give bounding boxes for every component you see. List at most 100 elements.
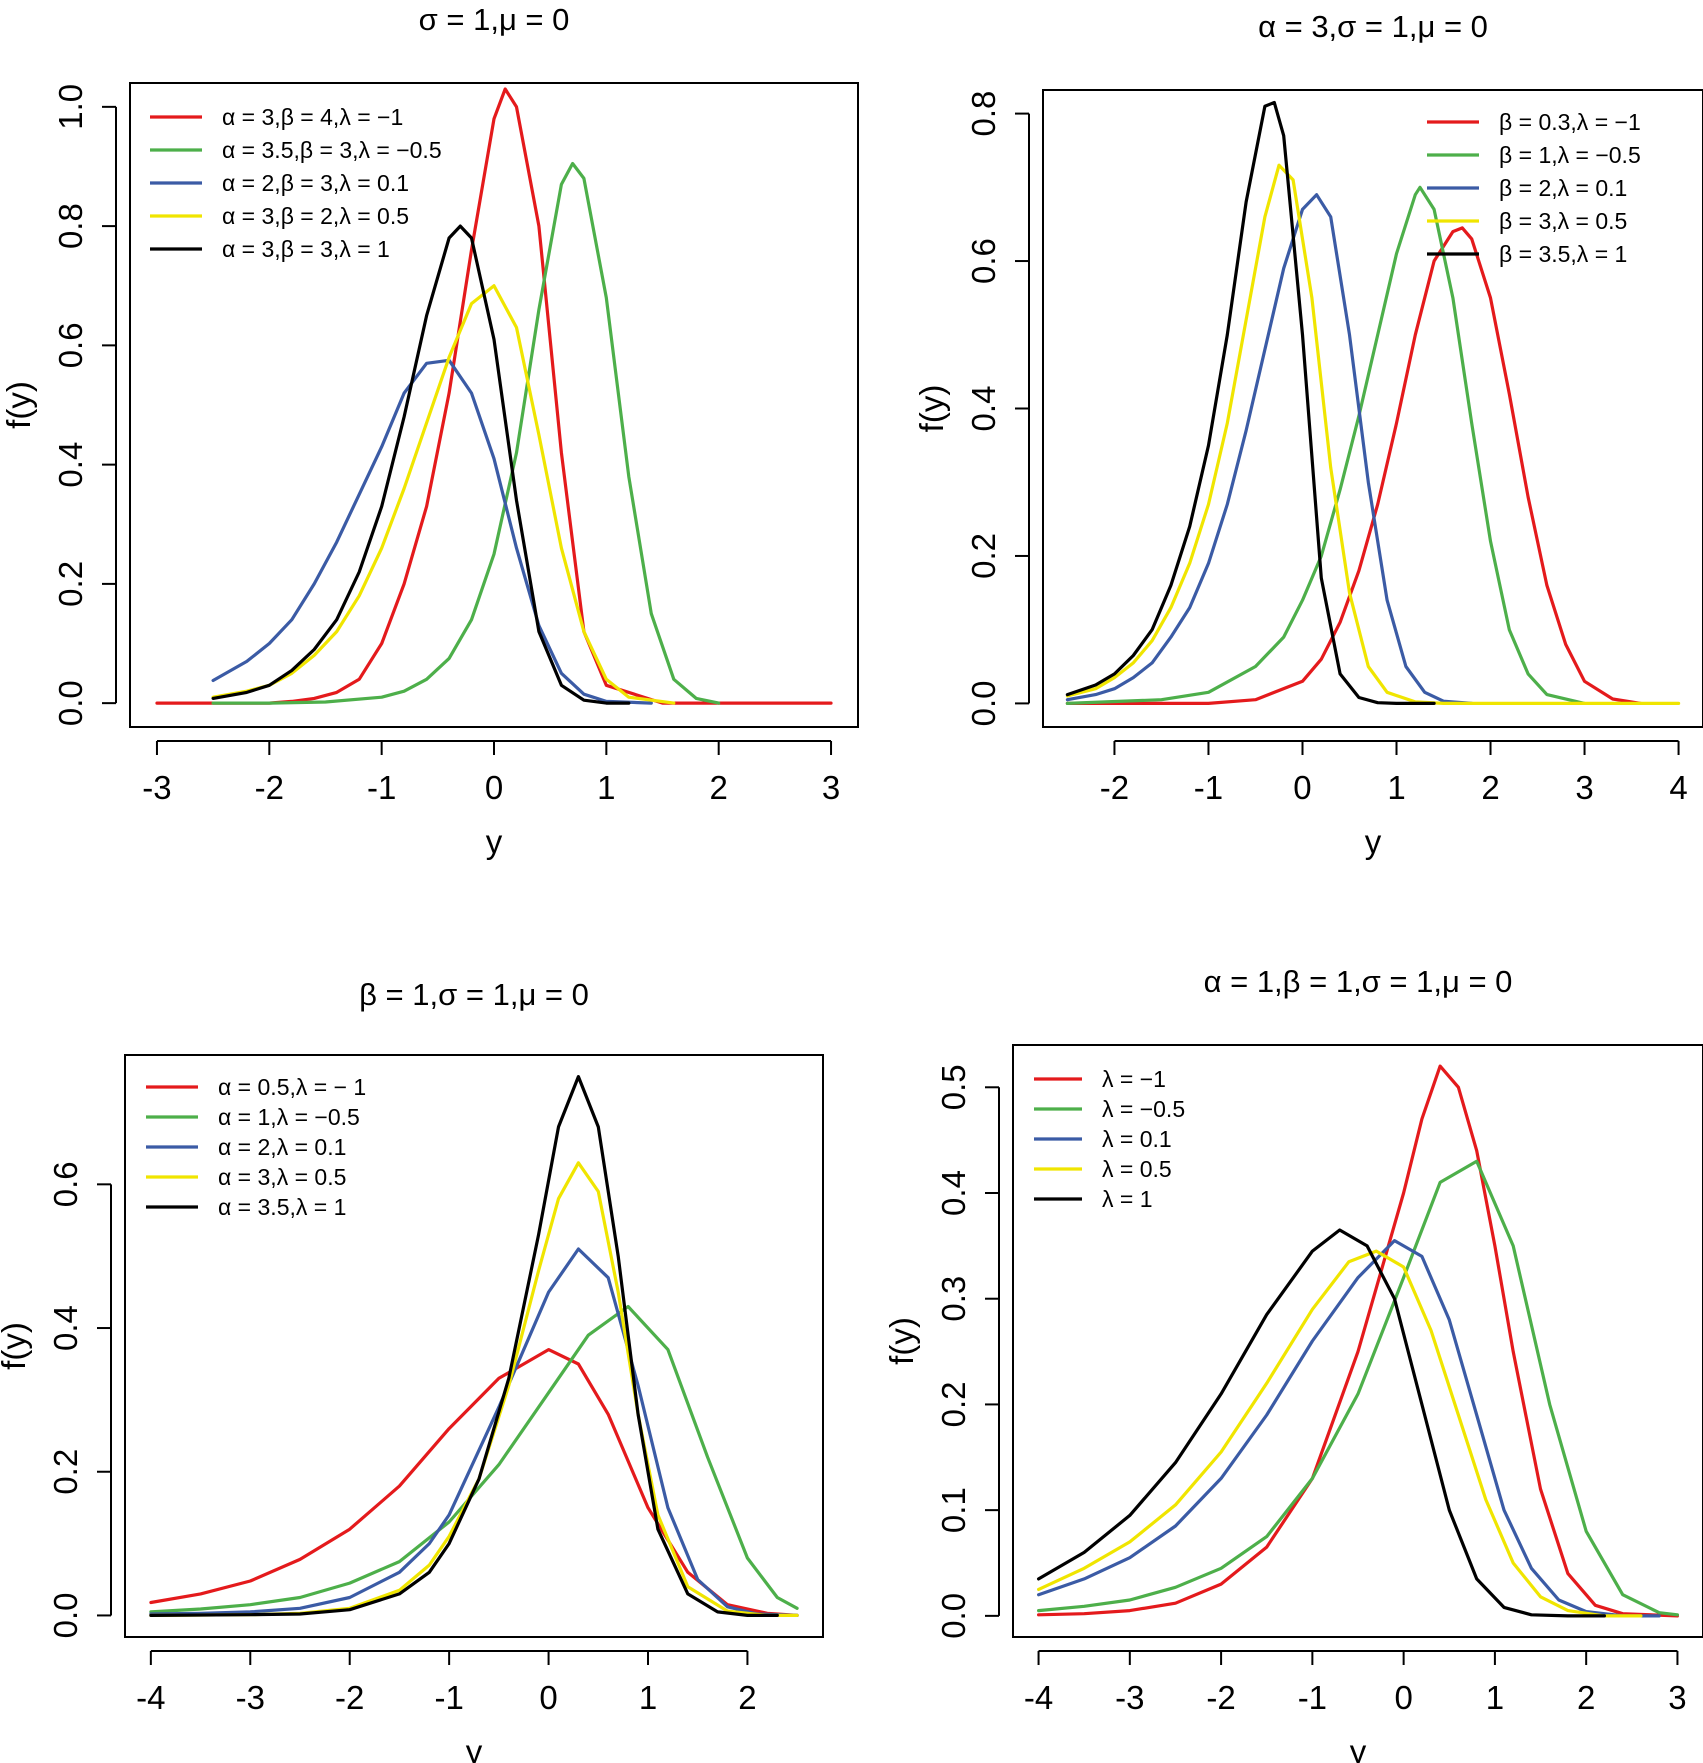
y-tick-label: 0.1 xyxy=(935,1487,972,1533)
series-line-3 xyxy=(149,1247,799,1618)
x-tick-label: -1 xyxy=(1194,769,1223,806)
series-line-3 xyxy=(211,358,653,705)
panel-2: α = 3,σ = 1,μ = 0-2 -1 0 1 2 3 4y0.00.20.40.60… xyxy=(913,9,1703,860)
legend: α = 3,β = 4,λ = −1 α = 3.5,β = 3,λ = −0.5… xyxy=(150,104,442,262)
legend-label: β = 0.3,λ = −1 xyxy=(1499,109,1641,135)
x-tick-label: 4 xyxy=(1669,769,1687,806)
x-tick-label: -1 xyxy=(434,1679,463,1716)
y-axis: 0.0 0.2 0.4 0.6 f(y) xyxy=(0,1161,112,1639)
y-tick-label: 0.2 xyxy=(965,533,1002,579)
x-tick-label: 0 xyxy=(485,769,503,806)
y-tick-label: 0.0 xyxy=(935,1593,972,1639)
x-tick-label: 1 xyxy=(1486,1679,1504,1716)
x-tick-label: -2 xyxy=(335,1679,364,1716)
y-tick-label: 0.4 xyxy=(965,386,1002,432)
x-tick-label: -4 xyxy=(1024,1679,1053,1716)
y-tick-label: 0.4 xyxy=(935,1170,972,1216)
series-line-5 xyxy=(211,224,631,705)
series-line-2 xyxy=(1065,185,1587,706)
x-axis-label: y xyxy=(1350,1733,1367,1763)
x-axis-label: y xyxy=(466,1733,483,1763)
plot-frame xyxy=(124,1054,824,1638)
plot-frame xyxy=(129,82,859,728)
series-line-3 xyxy=(1036,1238,1661,1618)
panel-4: α = 1,β = 1,σ = 1,μ = 0-4 -3 -2 -1 0 1 2 3y0.00… xyxy=(883,964,1703,1763)
series-line-5 xyxy=(1036,1228,1607,1618)
y-tick-label: 0.2 xyxy=(52,561,89,607)
y-tick-label: 0.4 xyxy=(47,1305,84,1351)
y-tick-label: 0.0 xyxy=(52,680,89,726)
x-tick-label: -1 xyxy=(1298,1679,1327,1716)
series-line-5 xyxy=(1065,100,1436,706)
x-axis: -2 -1 0 1 2 3 4 y xyxy=(1100,740,1688,860)
y-tick-label: 0.3 xyxy=(935,1276,972,1322)
x-tick-label: -3 xyxy=(142,769,171,806)
y-tick-label: 1.0 xyxy=(52,84,89,130)
legend: α = 0.5,λ = − 1 α = 1,λ = −0.5 α = 2,λ = 0… xyxy=(146,1074,366,1220)
x-tick-label: -2 xyxy=(1100,769,1129,806)
y-axis: 0.0 0.2 0.4 0.6 0.8 1.0 f(y) xyxy=(0,84,117,726)
y-axis-label: f(y) xyxy=(883,1317,920,1365)
y-tick-label: 0.8 xyxy=(965,91,1002,137)
plot-frame xyxy=(1012,1044,1703,1638)
x-axis: -4 -3 -2 -1 0 1 2 y xyxy=(136,1650,757,1763)
x-tick-label: -3 xyxy=(236,1679,265,1716)
legend-label: α = 3,β = 4,λ = −1 xyxy=(222,104,403,130)
series-line-4 xyxy=(211,284,676,705)
y-tick-label: 0.2 xyxy=(935,1381,972,1427)
legend-label: λ = 1 xyxy=(1102,1186,1153,1212)
legend-label: λ = −1 xyxy=(1102,1066,1166,1092)
chart-title: σ = 1,μ = 0 xyxy=(419,2,570,37)
legend: β = 0.3,λ = −1 β = 1,λ = −0.5 β = 2,λ = 0.… xyxy=(1427,109,1641,267)
x-tick-label: 2 xyxy=(738,1679,756,1716)
series-line-2 xyxy=(1036,1159,1680,1617)
series-line-4 xyxy=(149,1161,799,1618)
plot-frame xyxy=(1042,89,1703,728)
x-tick-label: 3 xyxy=(1668,1679,1686,1716)
x-tick-label: -3 xyxy=(1115,1679,1144,1716)
x-tick-label: 1 xyxy=(639,1679,657,1716)
legend-label: β = 3.5,λ = 1 xyxy=(1499,241,1627,267)
x-tick-label: -2 xyxy=(1206,1679,1235,1716)
y-tick-label: 0.6 xyxy=(52,322,89,368)
chart-title: β = 1,σ = 1,μ = 0 xyxy=(359,977,589,1012)
y-tick-label: 0.5 xyxy=(935,1064,972,1110)
legend-label: λ = 0.5 xyxy=(1102,1156,1172,1182)
x-tick-label: 3 xyxy=(1575,769,1593,806)
chart-title: α = 1,β = 1,σ = 1,μ = 0 xyxy=(1204,964,1513,999)
series-line-5 xyxy=(149,1074,779,1618)
y-axis: 0.0 0.1 0.2 0.3 0.4 0.5 f(y) xyxy=(883,1064,1000,1639)
y-tick-label: 0.2 xyxy=(47,1449,84,1495)
series-line-2 xyxy=(149,1304,799,1614)
legend-label: α = 0.5,λ = − 1 xyxy=(218,1074,366,1100)
y-tick-label: 0.6 xyxy=(965,238,1002,284)
x-tick-label: -4 xyxy=(136,1679,165,1716)
x-axis-label: y xyxy=(1365,823,1382,860)
series-line-3 xyxy=(1065,193,1474,706)
legend-label: α = 2,λ = 0.1 xyxy=(218,1134,346,1160)
legend-label: β = 3,λ = 0.5 xyxy=(1499,208,1627,234)
legend: λ = −1 λ = −0.5 λ = 0.1 λ = 0.5 λ = 1 xyxy=(1034,1066,1185,1212)
x-axis-label: y xyxy=(486,823,503,860)
y-tick-label: 0.8 xyxy=(52,203,89,249)
y-tick-label: 0.4 xyxy=(52,442,89,488)
legend-label: λ = 0.1 xyxy=(1102,1126,1172,1152)
series-line-1 xyxy=(1065,226,1643,706)
y-axis-label: f(y) xyxy=(0,1322,32,1370)
x-tick-label: 1 xyxy=(597,769,615,806)
legend-label: β = 1,λ = −0.5 xyxy=(1499,142,1641,168)
x-tick-label: 0 xyxy=(1293,769,1311,806)
panel-3: β = 1,σ = 1,μ = 0-4 -3 -2 -1 0 1 2y0.00.20.40.… xyxy=(0,977,824,1763)
x-tick-label: 3 xyxy=(822,769,840,806)
x-tick-label: -1 xyxy=(367,769,396,806)
x-tick-label: -2 xyxy=(255,769,284,806)
y-tick-label: 0.0 xyxy=(47,1593,84,1639)
x-tick-label: 0 xyxy=(1394,1679,1412,1716)
legend-label: λ = −0.5 xyxy=(1102,1096,1185,1122)
legend-label: α = 3,λ = 0.5 xyxy=(218,1164,346,1190)
series-line-4 xyxy=(1036,1249,1643,1618)
legend-label: α = 1,λ = −0.5 xyxy=(218,1104,360,1130)
legend-label: α = 3.5,λ = 1 xyxy=(218,1194,346,1220)
x-axis: -4 -3 -2 -1 0 1 2 3 y xyxy=(1024,1650,1687,1763)
